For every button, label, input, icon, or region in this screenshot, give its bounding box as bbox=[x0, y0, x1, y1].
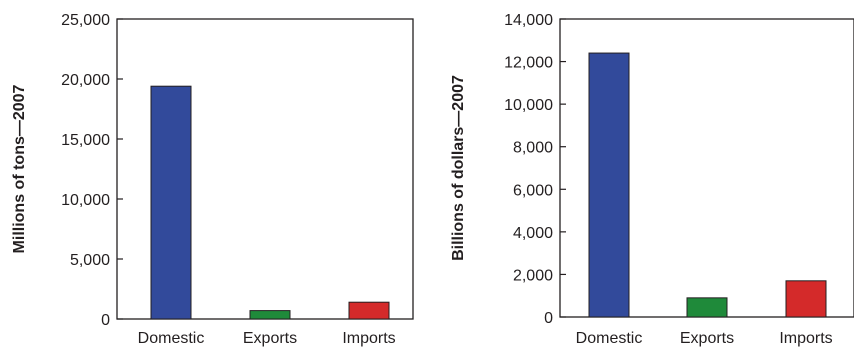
x-tick-label: Domestic bbox=[138, 330, 205, 347]
bar-imports bbox=[785, 280, 827, 318]
y-tick-label: 8,000 bbox=[513, 140, 553, 157]
y-tick-label: 4,000 bbox=[513, 225, 553, 242]
x-tick-label: Exports bbox=[680, 330, 734, 347]
bar-domestic bbox=[150, 85, 192, 320]
x-tick-label: Imports bbox=[779, 330, 832, 347]
bar-exports bbox=[249, 310, 291, 320]
y-tick-label: 25,000 bbox=[61, 12, 110, 29]
x-tick-label: Exports bbox=[243, 330, 297, 347]
y-tick-label: 14,000 bbox=[504, 12, 553, 29]
bar-imports bbox=[348, 301, 390, 320]
y-tick-label: 5,000 bbox=[70, 252, 110, 269]
bar-domestic bbox=[588, 52, 630, 318]
y-tick-label: 0 bbox=[101, 312, 110, 329]
y-tick-label: 10,000 bbox=[61, 192, 110, 209]
y-tick-label: 6,000 bbox=[513, 182, 553, 199]
y-tick-label: 15,000 bbox=[61, 132, 110, 149]
bar-exports bbox=[686, 297, 728, 318]
dollars-y-axis-label: Billions of dollars—2007 bbox=[450, 75, 467, 261]
x-tick-label: Domestic bbox=[576, 330, 643, 347]
y-tick-label: 2,000 bbox=[513, 267, 553, 284]
y-tick-label: 12,000 bbox=[504, 55, 553, 72]
y-tick-label: 20,000 bbox=[61, 72, 110, 89]
tons-y-axis-label: Millions of tons—2007 bbox=[11, 84, 28, 253]
y-tick-label: 0 bbox=[544, 310, 553, 327]
x-tick-label: Imports bbox=[342, 330, 395, 347]
tons-bar-chart: 0 5,000 10,000 15,000 20,000 25,000 Domestic Ex… bbox=[11, 12, 414, 347]
y-tick-label: 10,000 bbox=[504, 97, 553, 114]
dollars-bar-chart: 0 2,000 4,000 6,000 8,000 10,000 12,000 14,000 D… bbox=[450, 12, 854, 347]
